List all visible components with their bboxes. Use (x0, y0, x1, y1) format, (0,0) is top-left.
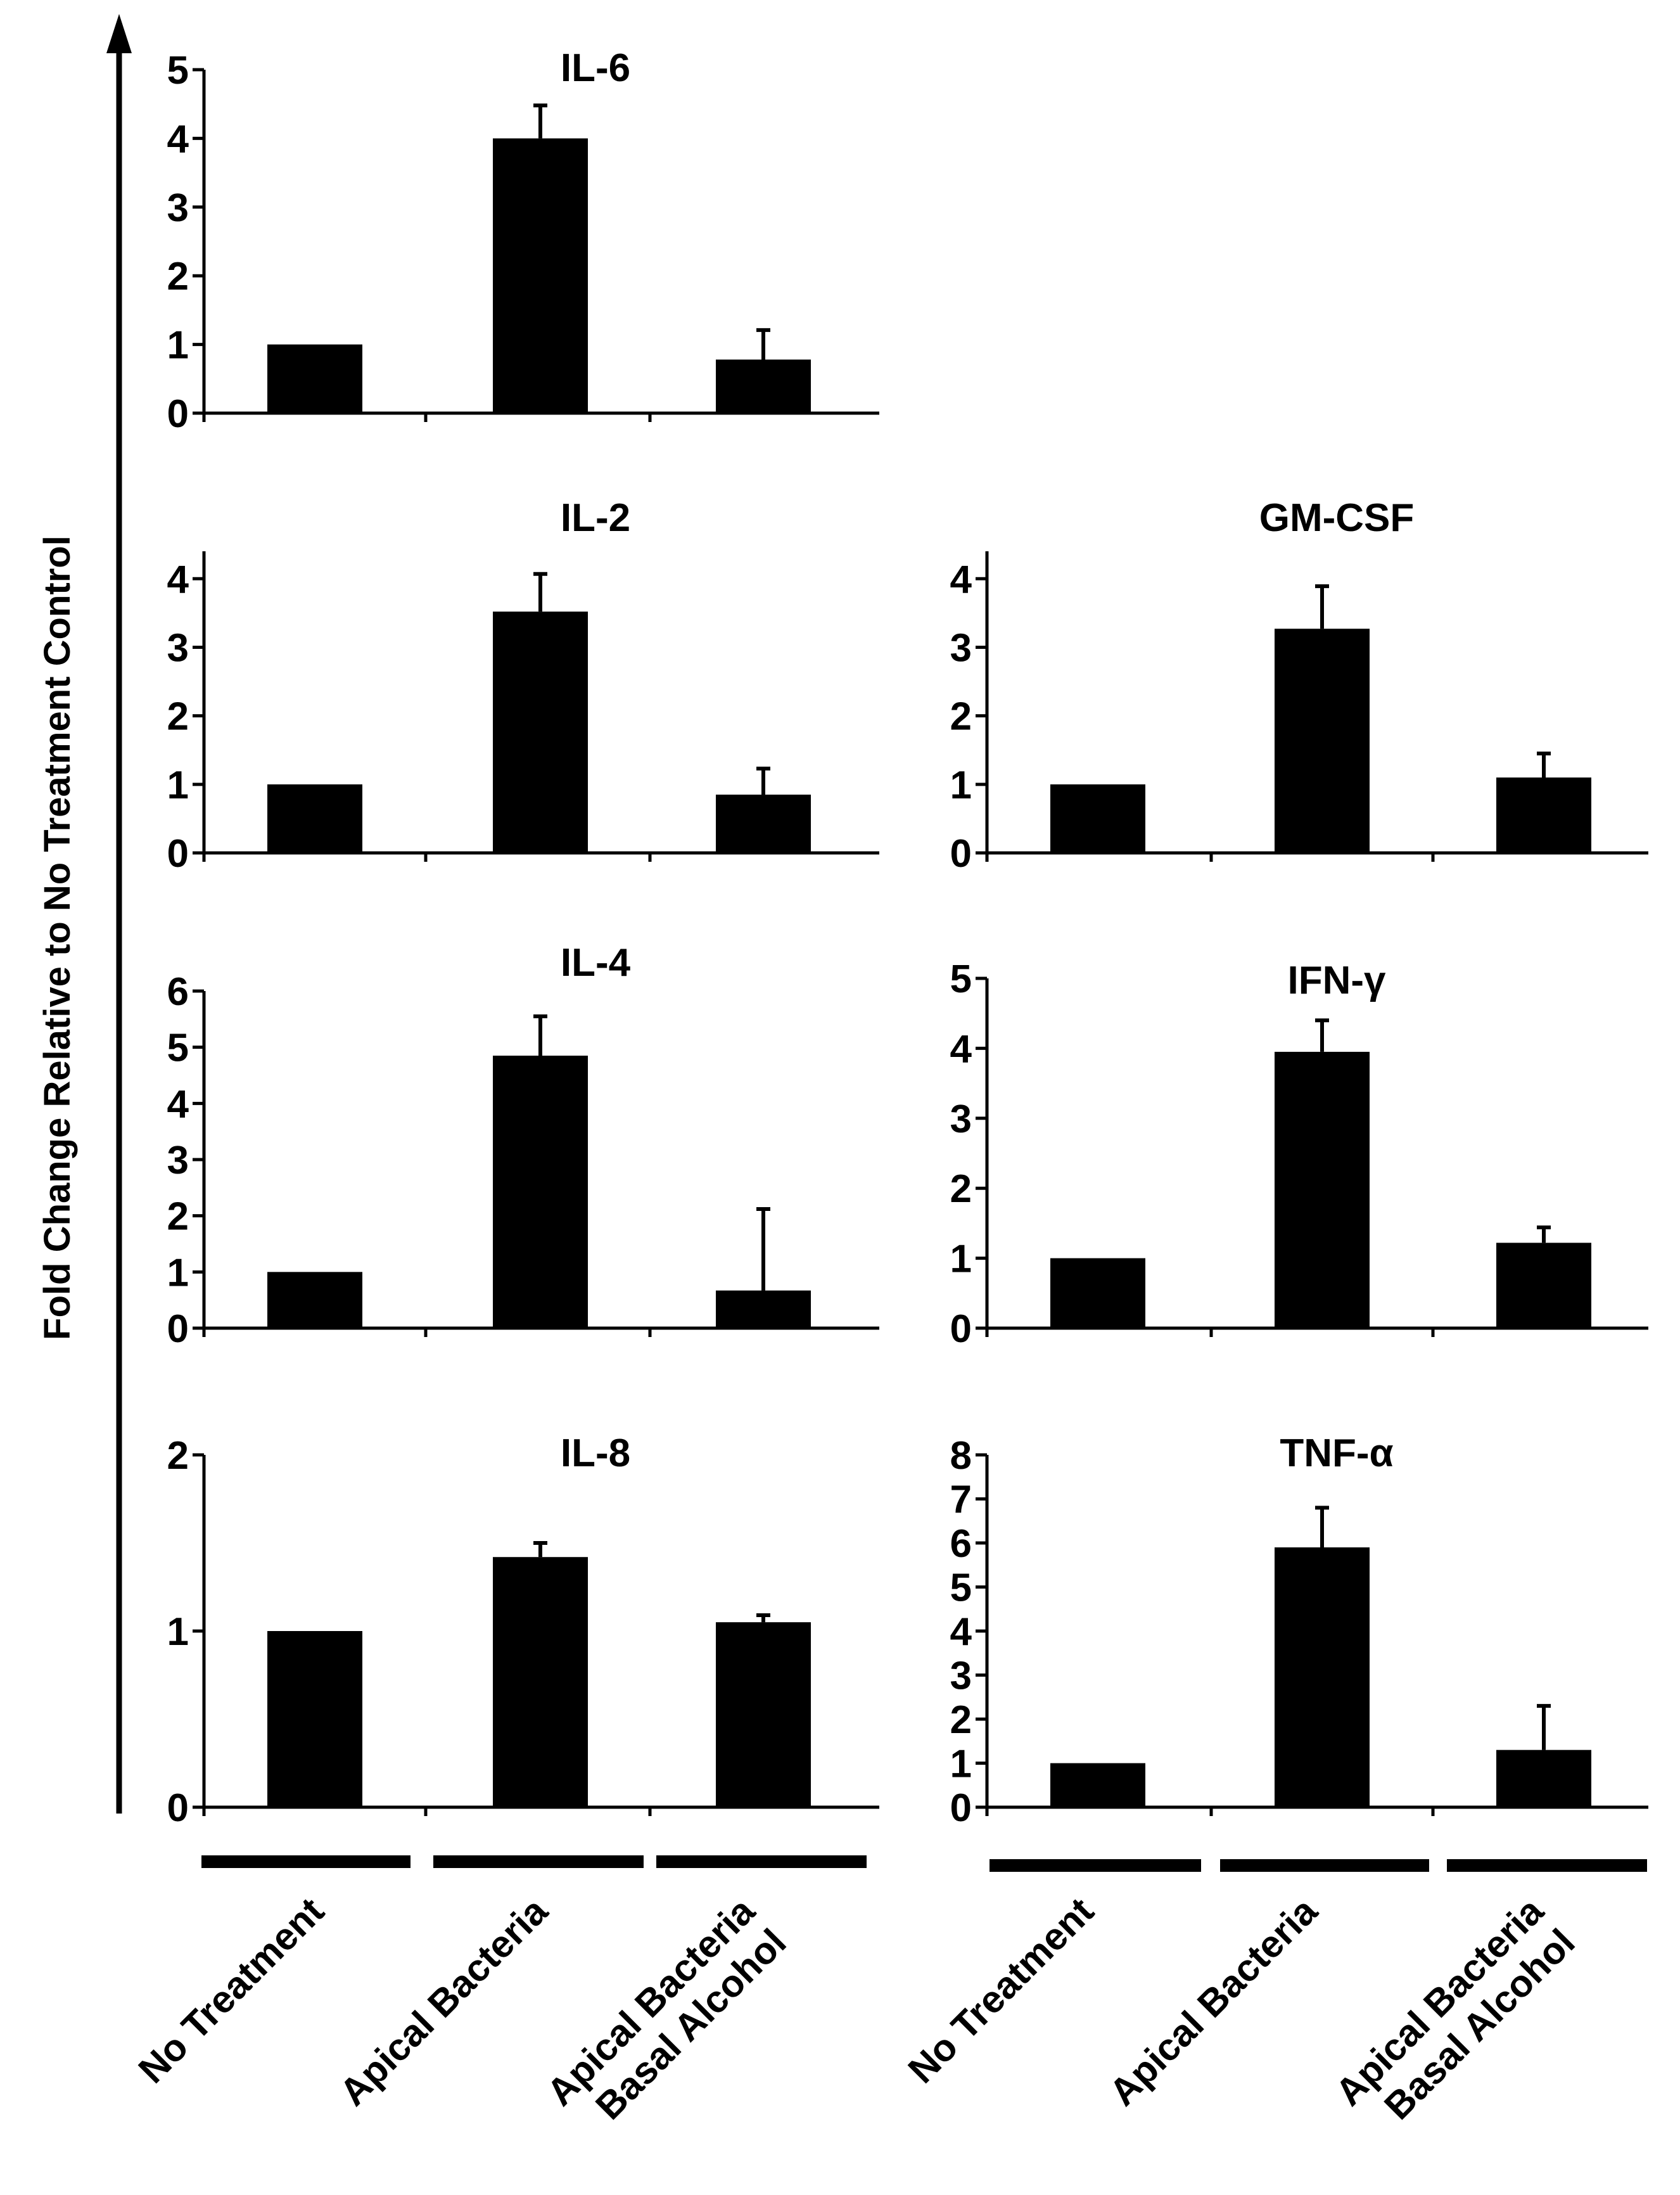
y-tick-label-il-2: 1 (167, 764, 189, 807)
bar-il-2-2 (716, 795, 811, 853)
y-tick-label-ifn: 2 (950, 1167, 972, 1211)
bar-il-6-2 (716, 359, 811, 413)
chart-title-il-2: IL-2 (561, 496, 630, 540)
y-tick-label-ifn: 3 (950, 1098, 972, 1141)
y-tick-label-ifn: 4 (950, 1027, 972, 1071)
bar-ifn-1 (1275, 1051, 1370, 1328)
y-tick-label-tnf: 1 (950, 1743, 972, 1786)
y-tick-label-gm-csf: 4 (950, 558, 972, 601)
bar-ifn-0 (1050, 1258, 1145, 1328)
bar-il-6-0 (267, 344, 362, 413)
bar-tnf-1 (1275, 1547, 1370, 1807)
y-tick-label-tnf: 6 (950, 1522, 972, 1566)
y-tick-label-tnf: 8 (950, 1434, 972, 1478)
y-tick-label-il-4: 6 (167, 970, 189, 1014)
y-tick-label-il-2: 4 (167, 558, 189, 601)
y-tick-label-il-4: 3 (167, 1139, 189, 1182)
bar-gm-csf-0 (1050, 784, 1145, 853)
chart-title-il-8: IL-8 (561, 1431, 630, 1475)
bar-il-4-1 (493, 1055, 588, 1328)
chart-title-il-4: IL-4 (561, 941, 631, 985)
y-axis-arrow-head (106, 14, 132, 53)
y-tick-label-il-6: 3 (167, 186, 189, 230)
y-tick-label-il-8: 0 (167, 1786, 189, 1830)
bar-il-2-1 (493, 611, 588, 853)
bar-il-8-2 (716, 1622, 811, 1807)
y-tick-label-gm-csf: 3 (950, 626, 972, 670)
y-tick-label-il-6: 1 (167, 324, 189, 368)
bar-tnf-2 (1496, 1750, 1591, 1807)
bar-tnf-0 (1050, 1763, 1145, 1807)
chart-il-6: IL-6 0 1 2 3 4 5 (167, 46, 879, 436)
y-tick-label-il-4: 4 (167, 1082, 189, 1126)
bar-il-2-0 (267, 784, 362, 853)
y-tick-label-ifn: 0 (950, 1307, 972, 1351)
y-tick-label-tnf: 2 (950, 1698, 972, 1742)
bar-ifn-2 (1496, 1243, 1591, 1328)
y-tick-label-il-6: 2 (167, 255, 189, 298)
y-tick-label-il-6: 5 (167, 49, 189, 93)
y-tick-label-tnf: 0 (950, 1786, 972, 1830)
chart-gm-csf: GM-CSF 0 1 2 3 4 (950, 496, 1648, 876)
chart-il-4: IL-4 0 1 2 3 4 5 6 (167, 941, 879, 1351)
y-tick-label-ifn: 5 (950, 957, 972, 1001)
y-axis-label: Fold Change Relative to No Treatment Con… (37, 535, 78, 1340)
y-tick-label-il-6: 4 (167, 117, 189, 161)
y-tick-label-il-6: 0 (167, 392, 189, 436)
bar-il-6-1 (493, 138, 588, 413)
y-tick-label-gm-csf: 1 (950, 764, 972, 807)
bar-gm-csf-2 (1496, 778, 1591, 853)
chart-ifn: IFN-γ 0 1 2 3 4 5 (950, 957, 1648, 1351)
bar-il-8-1 (493, 1557, 588, 1807)
y-tick-label-ifn: 1 (950, 1238, 972, 1281)
chart-il-8: IL-8 0 1 2 (167, 1431, 879, 1830)
bar-il-4-2 (716, 1290, 811, 1328)
y-tick-label-gm-csf: 2 (950, 695, 972, 739)
y-tick-label-il-4: 0 (167, 1307, 189, 1351)
chart-title-tnf: TNF-α (1280, 1431, 1393, 1475)
bar-il-8-0 (267, 1631, 362, 1807)
bar-gm-csf-1 (1275, 629, 1370, 853)
y-tick-label-gm-csf: 0 (950, 832, 972, 876)
bar-il-4-0 (267, 1272, 362, 1328)
y-tick-label-il-2: 0 (167, 832, 189, 876)
y-tick-label-il-8: 1 (167, 1610, 189, 1654)
y-tick-label-tnf: 5 (950, 1566, 972, 1610)
y-tick-label-tnf: 3 (950, 1654, 972, 1698)
chart-title-il-6: IL-6 (561, 46, 630, 90)
chart-il-2: IL-2 0 1 2 3 4 (167, 496, 879, 876)
chart-title-gm-csf: GM-CSF (1259, 496, 1415, 540)
y-tick-label-tnf: 7 (950, 1478, 972, 1522)
y-tick-label-il-2: 3 (167, 626, 189, 670)
y-tick-label-il-2: 2 (167, 695, 189, 739)
chart-title-ifn: IFN-γ (1288, 959, 1387, 1002)
y-tick-label-il-4: 5 (167, 1027, 189, 1070)
chart-panels: IL-6012345IL-201234GM-CSF01234IL-4012345… (167, 46, 1648, 1830)
y-tick-label-il-4: 2 (167, 1195, 189, 1239)
y-tick-label-il-4: 1 (167, 1251, 189, 1295)
y-tick-label-il-8: 2 (167, 1434, 189, 1478)
y-tick-label-tnf: 4 (950, 1610, 972, 1654)
